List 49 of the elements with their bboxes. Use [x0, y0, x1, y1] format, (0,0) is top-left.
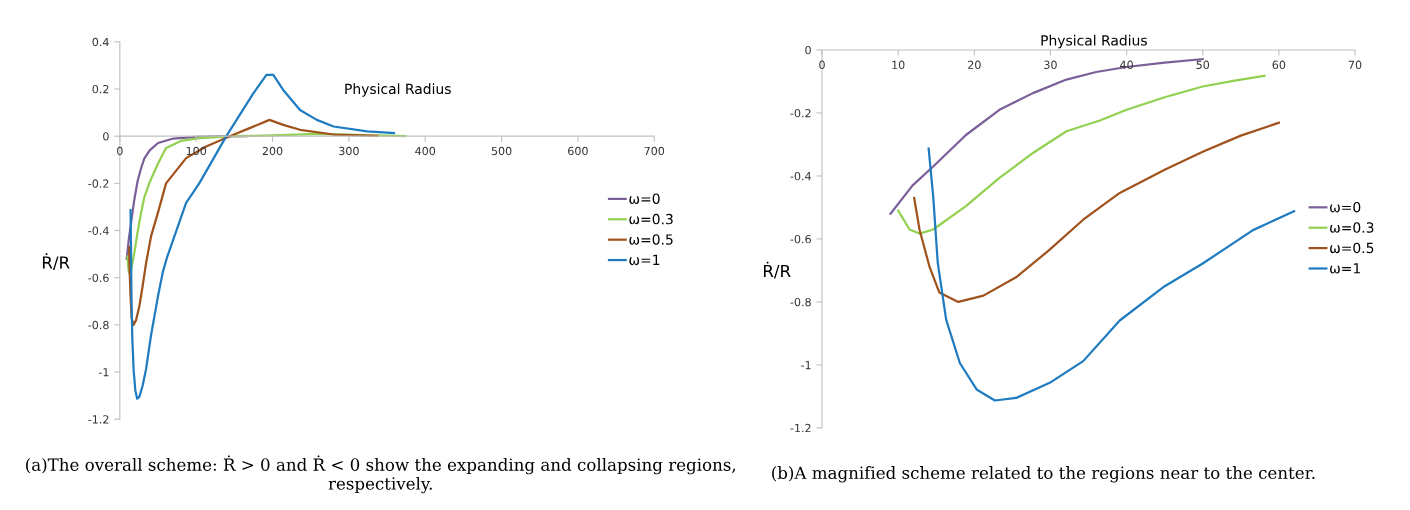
- line-series: [927, 147, 1296, 402]
- x-tick-label: 60: [1272, 60, 1286, 69]
- x-axis-title: Physical Radius: [345, 83, 451, 97]
- y-tick-label: 0.4: [92, 37, 109, 47]
- legend-label: ω=0.5: [1330, 242, 1374, 254]
- x-tick-label: 50: [1196, 60, 1210, 69]
- y-tick-label: -0.8: [790, 297, 811, 307]
- y-tick-label: -0.4: [790, 171, 811, 181]
- y-tick-label: -0.4: [88, 226, 109, 235]
- x-tick-label: 600: [568, 146, 588, 156]
- x-tick-label: 30: [1044, 60, 1057, 69]
- x-tick-label: 400: [415, 146, 436, 156]
- x-tick-label: 10: [892, 60, 905, 69]
- legend-label: ω=1: [629, 254, 660, 266]
- x-axis-title: Physical Radius: [1041, 34, 1147, 49]
- x-tick-label: 300: [339, 146, 359, 156]
- y-axis-title: Ṙ/R: [763, 261, 791, 279]
- line-series: [913, 121, 1280, 304]
- y-tick-label: 0.2: [92, 84, 109, 94]
- x-tick-label: 700: [644, 146, 665, 156]
- text: (b)A magnified scheme related to the regions near to the center.: [772, 466, 1315, 483]
- x-tick-label: 0: [117, 146, 123, 156]
- y-tick-label: -0.8: [88, 320, 109, 330]
- legend-label: ω=0: [629, 193, 660, 204]
- line-series: [126, 132, 407, 275]
- x-tick-label: 70: [1348, 60, 1362, 69]
- y-tick-label: -1: [801, 361, 811, 370]
- line-series: [897, 74, 1266, 235]
- y-tick-label: -1.2: [88, 415, 109, 424]
- text: (a)The overall scheme: Ṙ > 0 and Ṙ < 0 show the expanding and collapsing regions, respectively.: [26, 455, 736, 494]
- y-tick-label: 0: [805, 45, 811, 55]
- x-tick-label: 0: [819, 60, 825, 69]
- y-tick-label: -1.2: [790, 423, 811, 433]
- legend-label: ω=0.3: [629, 213, 673, 225]
- y-tick-label: -0.2: [88, 179, 109, 188]
- y-tick-label: -0.6: [88, 273, 109, 283]
- x-tick-label: 500: [491, 146, 512, 156]
- y-tick-label: -0.2: [790, 108, 811, 118]
- y-tick-label: -1: [98, 368, 109, 377]
- x-tick-label: 20: [968, 60, 981, 69]
- legend-label: ω=0: [1330, 201, 1361, 213]
- legend-label: ω=1: [1330, 263, 1360, 274]
- y-tick-label: 0: [103, 132, 109, 141]
- legend-label: ω=0.5: [629, 234, 673, 245]
- line-series: [127, 118, 379, 326]
- x-tick-label: 200: [262, 146, 283, 156]
- y-tick-label: -0.6: [790, 234, 811, 244]
- legend-label: ω=0.3: [1330, 222, 1374, 233]
- y-axis-title: Ṙ/R: [42, 253, 70, 271]
